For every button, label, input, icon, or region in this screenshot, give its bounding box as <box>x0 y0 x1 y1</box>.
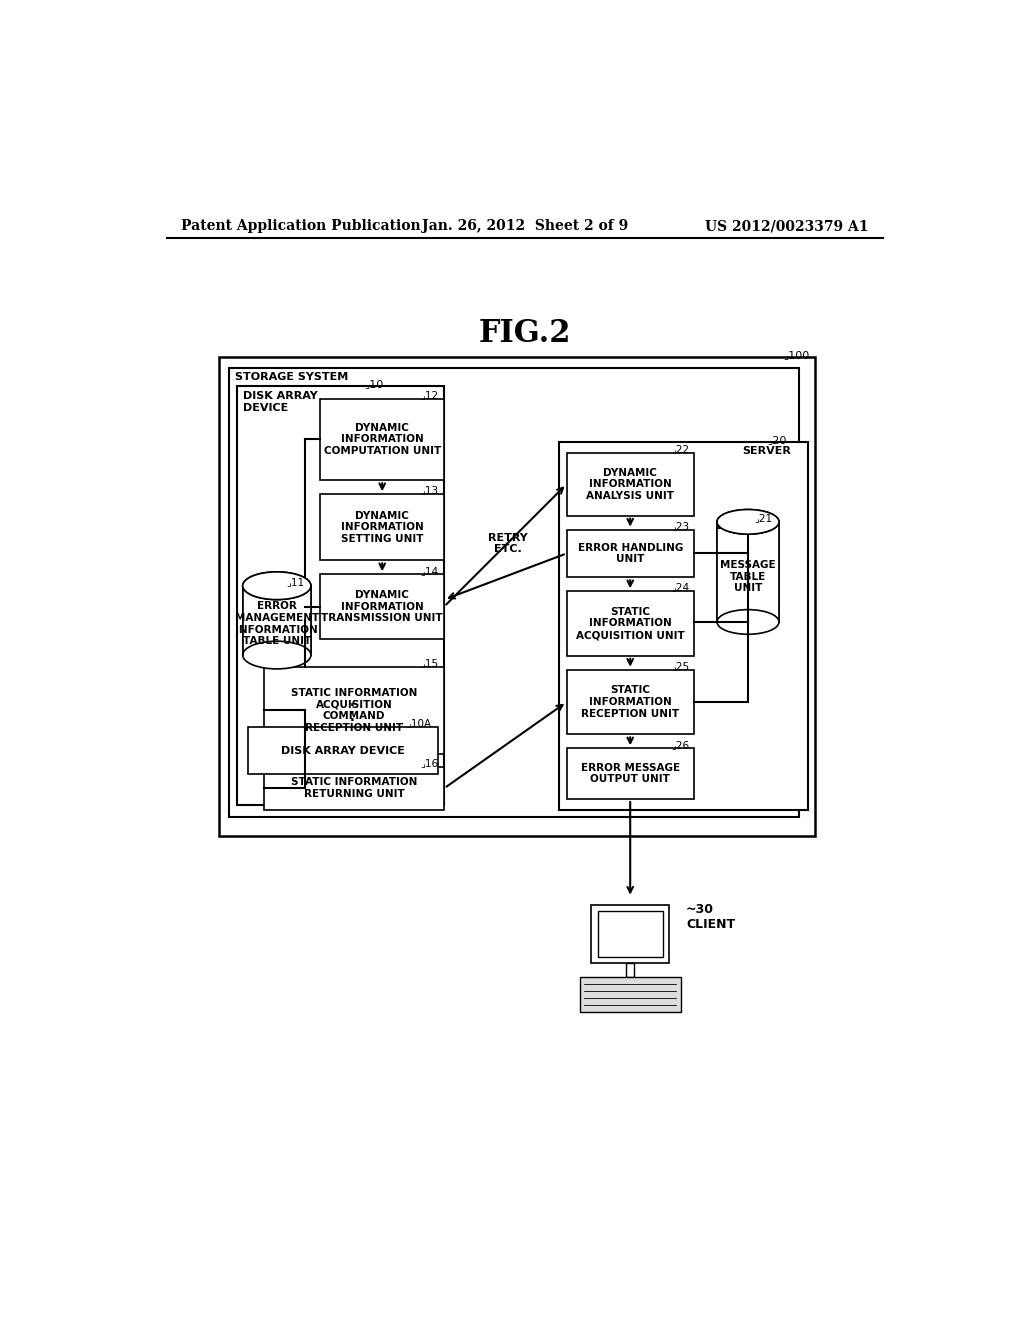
Bar <box>237 387 444 805</box>
Bar <box>566 453 693 516</box>
Bar <box>566 748 693 799</box>
Text: DYNAMIC
INFORMATION
COMPUTATION UNIT: DYNAMIC INFORMATION COMPUTATION UNIT <box>324 422 440 455</box>
Bar <box>598 911 663 957</box>
Text: ⌟24: ⌟24 <box>671 582 689 593</box>
Text: FIG.2: FIG.2 <box>478 318 571 350</box>
Ellipse shape <box>243 642 311 669</box>
Text: ~30
CLIENT: ~30 CLIENT <box>686 903 735 931</box>
Bar <box>248 726 438 775</box>
Bar <box>321 399 444 480</box>
Text: Jan. 26, 2012  Sheet 2 of 9: Jan. 26, 2012 Sheet 2 of 9 <box>422 219 628 234</box>
Text: SERVER: SERVER <box>742 446 792 457</box>
Text: ⌟16: ⌟16 <box>420 758 438 768</box>
Bar <box>263 667 444 755</box>
Text: MESSAGE
TABLE
UNIT: MESSAGE TABLE UNIT <box>720 560 776 594</box>
Text: ⌟21: ⌟21 <box>755 513 773 524</box>
Text: STORAGE SYSTEM: STORAGE SYSTEM <box>234 372 348 383</box>
Bar <box>243 586 311 655</box>
Bar <box>592 906 669 964</box>
Bar <box>263 767 444 810</box>
Bar <box>228 368 799 817</box>
Bar <box>321 574 444 639</box>
Text: DYNAMIC
INFORMATION
ANALYSIS UNIT: DYNAMIC INFORMATION ANALYSIS UNIT <box>586 467 674 500</box>
Text: STATIC INFORMATION
RETURNING UNIT: STATIC INFORMATION RETURNING UNIT <box>291 777 417 799</box>
Text: RETRY
ETC.: RETRY ETC. <box>487 532 527 554</box>
Bar <box>566 669 693 734</box>
Bar <box>580 977 681 1011</box>
Text: DISK ARRAY
DEVICE: DISK ARRAY DEVICE <box>243 391 317 413</box>
Text: ERROR MESSAGE
OUTPUT UNIT: ERROR MESSAGE OUTPUT UNIT <box>581 763 680 784</box>
Bar <box>559 442 809 809</box>
Text: ⌟100: ⌟100 <box>783 350 810 360</box>
Bar <box>566 591 693 656</box>
Text: US 2012/0023379 A1: US 2012/0023379 A1 <box>706 219 869 234</box>
Text: STATIC INFORMATION
ACQUISITION
COMMAND
RECEPTION UNIT: STATIC INFORMATION ACQUISITION COMMAND R… <box>291 688 417 733</box>
Text: ⋮: ⋮ <box>327 702 364 723</box>
Text: ⌟12: ⌟12 <box>420 391 438 400</box>
Text: STATIC
INFORMATION
ACQUISITION UNIT: STATIC INFORMATION ACQUISITION UNIT <box>575 607 685 640</box>
Text: ⌟11: ⌟11 <box>287 577 305 587</box>
Text: ERROR HANDLING
UNIT: ERROR HANDLING UNIT <box>578 543 683 564</box>
Text: ⌟10A: ⌟10A <box>407 718 432 729</box>
Text: DYNAMIC
INFORMATION
TRANSMISSION UNIT: DYNAMIC INFORMATION TRANSMISSION UNIT <box>322 590 443 623</box>
Text: ⌟15: ⌟15 <box>420 659 438 668</box>
Text: ⌟25: ⌟25 <box>671 661 689 671</box>
Text: ⌟23: ⌟23 <box>671 521 689 531</box>
Bar <box>219 358 815 836</box>
Text: DYNAMIC
INFORMATION
SETTING UNIT: DYNAMIC INFORMATION SETTING UNIT <box>341 511 424 544</box>
Text: ⌟14: ⌟14 <box>420 566 438 576</box>
Bar <box>627 964 634 977</box>
Text: DISK ARRAY DEVICE: DISK ARRAY DEVICE <box>282 746 406 755</box>
Text: ⌟10: ⌟10 <box>365 379 384 389</box>
Text: ⌟26: ⌟26 <box>671 739 689 750</box>
Ellipse shape <box>243 572 311 599</box>
Ellipse shape <box>243 572 311 599</box>
Text: ⌟13: ⌟13 <box>420 486 438 496</box>
Bar <box>717 521 779 622</box>
Bar <box>321 494 444 561</box>
Text: ⌟20: ⌟20 <box>767 434 786 445</box>
Text: Patent Application Publication: Patent Application Publication <box>180 219 420 234</box>
Ellipse shape <box>717 510 779 535</box>
Text: ⌟22: ⌟22 <box>671 444 689 454</box>
Text: STATIC
INFORMATION
RECEPTION UNIT: STATIC INFORMATION RECEPTION UNIT <box>582 685 679 718</box>
Ellipse shape <box>717 510 779 535</box>
Ellipse shape <box>717 610 779 635</box>
Bar <box>566 529 693 577</box>
Text: ERROR
MANAGEMENT
INFORMATION
TABLE UNIT: ERROR MANAGEMENT INFORMATION TABLE UNIT <box>234 602 318 647</box>
